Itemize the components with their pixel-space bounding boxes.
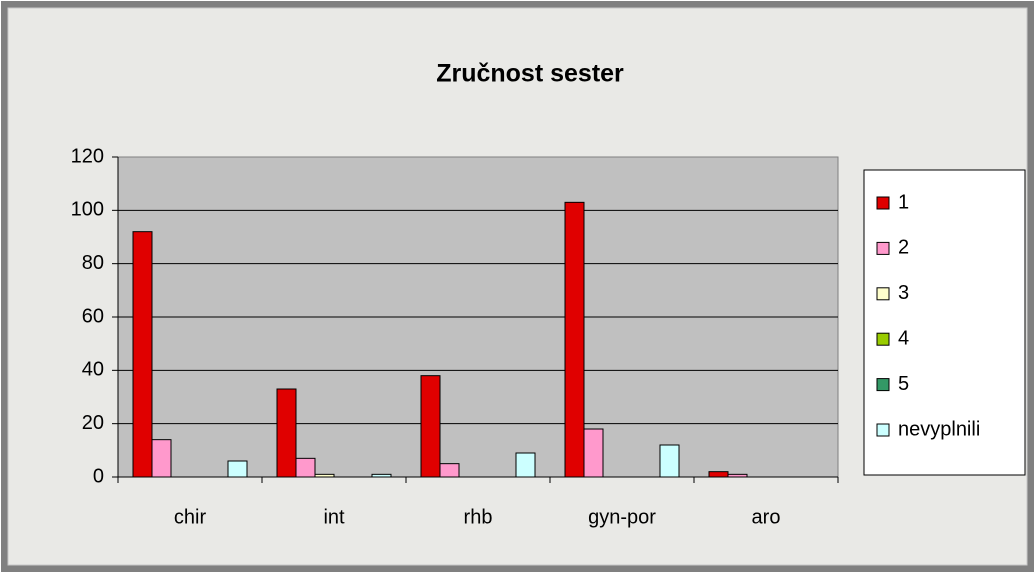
bar [371,473,392,478]
legend [863,169,1026,476]
y-tick-label: 40 [82,359,104,381]
x-tick-label: aro [752,506,781,528]
bar [515,452,536,478]
legend-label: 1 [898,191,909,213]
legend-swatch [876,241,890,255]
legend-swatch [876,196,890,210]
legend-label: 3 [898,282,909,304]
y-tick-label: 100 [71,199,104,221]
y-tick-label: 80 [82,252,104,274]
y-tick-label: 120 [71,145,104,167]
bar [420,375,441,478]
x-tick-label: chir [174,506,207,528]
bar [295,457,316,478]
legend-label: 5 [898,373,909,395]
y-tick-label: 0 [93,465,104,487]
bar [151,439,172,478]
bar [727,473,748,478]
legend-label: 2 [898,237,909,259]
bar [659,444,680,478]
legend-swatch [876,332,890,346]
bar [314,473,335,478]
bar [276,388,297,478]
y-tick-label: 20 [82,412,104,434]
bar [439,463,460,478]
legend-swatch [876,287,890,301]
x-tick-label: gyn-por [588,506,656,528]
bar [583,428,604,478]
x-tick-label: int [323,506,345,528]
bar [132,231,153,478]
bar [564,201,585,478]
legend-swatch [876,423,890,437]
y-tick-label: 60 [82,305,104,327]
legend-swatch [876,378,890,392]
bar [708,471,729,478]
x-tick-label: rhb [464,506,493,528]
chart-title: Zručnost sester [436,60,624,88]
legend-label: nevyplnili [898,418,980,440]
legend-label: 4 [898,327,909,349]
bar [227,460,248,478]
